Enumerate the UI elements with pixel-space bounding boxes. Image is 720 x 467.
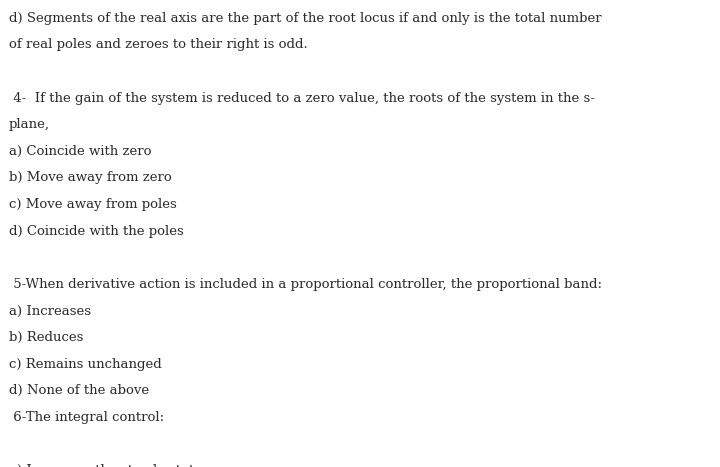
Text: b) Move away from zero: b) Move away from zero	[9, 171, 171, 184]
Text: c) Move away from poles: c) Move away from poles	[9, 198, 176, 211]
Text: 6-The integral control:: 6-The integral control:	[9, 411, 163, 424]
Text: of real poles and zeroes to their right is odd.: of real poles and zeroes to their right …	[9, 38, 307, 51]
Text: a) Increases: a) Increases	[9, 304, 91, 318]
Text: 4-  If the gain of the system is reduced to a zero value, the roots of the syste: 4- If the gain of the system is reduced …	[9, 92, 595, 105]
Text: 5-When derivative action is included in a proportional controller, the proportio: 5-When derivative action is included in …	[9, 278, 602, 291]
Text: a) Coincide with zero: a) Coincide with zero	[9, 145, 151, 158]
Text: d) Coincide with the poles: d) Coincide with the poles	[9, 225, 184, 238]
Text: c) Remains unchanged: c) Remains unchanged	[9, 358, 161, 371]
Text: a) Increases the steady state error: a) Increases the steady state error	[9, 464, 240, 467]
Text: b) Reduces: b) Reduces	[9, 331, 83, 344]
Text: d) Segments of the real axis are the part of the root locus if and only is the t: d) Segments of the real axis are the par…	[9, 12, 601, 25]
Text: plane,: plane,	[9, 118, 50, 131]
Text: d) None of the above: d) None of the above	[9, 384, 149, 397]
